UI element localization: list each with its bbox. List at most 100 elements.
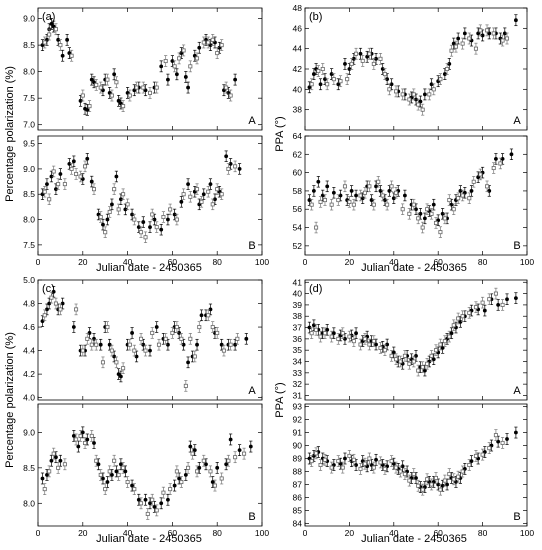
y-tick-label: 38	[293, 311, 303, 321]
data-point	[456, 474, 461, 479]
data-point	[65, 37, 70, 42]
data-point	[456, 196, 461, 201]
y-tick-label: 37	[293, 323, 303, 333]
data-point	[407, 211, 412, 216]
panel-label: (d)	[309, 283, 322, 295]
data-point	[414, 353, 418, 358]
data-point	[71, 434, 76, 438]
data-point	[400, 92, 405, 97]
data-point	[445, 67, 450, 72]
data-point	[210, 480, 215, 484]
y-tick-label: 8.0	[23, 498, 35, 508]
data-point	[425, 207, 430, 212]
data-point	[378, 189, 383, 193]
y-tick-label: 89	[293, 454, 303, 464]
data-point	[92, 441, 96, 445]
data-point	[480, 33, 485, 38]
y-tick-label: 9.0	[23, 14, 35, 24]
data-point	[433, 475, 438, 480]
data-point	[134, 354, 139, 359]
subplot-b-A: 38 40 42 44 46 48 A	[293, 3, 528, 131]
data-point	[127, 93, 132, 98]
data-point	[172, 212, 177, 217]
xlabel-d: Julian date - 2450365	[361, 533, 467, 545]
data-point	[166, 497, 170, 502]
data-point	[451, 323, 456, 328]
data-point	[183, 75, 188, 79]
data-point	[170, 330, 175, 335]
data-point	[71, 159, 76, 164]
data-point	[494, 156, 498, 161]
data-point	[143, 497, 148, 502]
data-point	[208, 182, 213, 187]
data-point	[425, 477, 430, 482]
data-point	[181, 342, 186, 347]
data-point	[338, 79, 343, 84]
data-point	[107, 342, 112, 347]
data-point	[141, 342, 146, 347]
plot-frame	[37, 403, 263, 527]
data-point	[98, 342, 103, 347]
data-point	[42, 40, 47, 45]
data-point	[179, 199, 184, 204]
x-tick-label: 20	[78, 528, 88, 538]
data-point	[114, 360, 119, 365]
data-point	[382, 466, 387, 471]
data-point	[514, 430, 518, 435]
data-point	[197, 465, 202, 470]
y-tick-label: 35	[293, 345, 303, 355]
data-point	[351, 56, 356, 61]
data-point	[210, 325, 215, 330]
data-point	[431, 357, 436, 362]
data-point	[53, 27, 58, 32]
data-point	[125, 202, 130, 207]
data-point	[378, 345, 383, 350]
data-point	[367, 51, 372, 56]
y-tick-label: 34	[293, 357, 303, 367]
data-point	[168, 207, 173, 212]
data-point	[433, 348, 438, 353]
data-point	[414, 207, 418, 212]
data-point	[188, 336, 193, 341]
data-point	[148, 501, 152, 506]
data-point	[329, 202, 334, 207]
data-point	[101, 476, 105, 481]
data-point	[394, 190, 399, 195]
series-open	[42, 160, 238, 243]
series-open	[309, 157, 503, 238]
data-point	[347, 334, 352, 339]
y-tick-label: 44	[293, 44, 303, 54]
subplot-label: B	[513, 240, 520, 252]
data-point	[316, 69, 321, 74]
data-point	[316, 179, 321, 184]
data-point	[62, 462, 67, 467]
x-tick-label: 60	[433, 528, 443, 538]
data-point	[380, 193, 385, 198]
data-point	[433, 220, 438, 225]
data-point	[78, 98, 83, 103]
data-point	[402, 353, 407, 358]
data-point	[215, 187, 220, 192]
data-point	[311, 189, 316, 193]
data-point	[224, 85, 229, 90]
data-point	[156, 342, 161, 347]
data-point	[362, 461, 367, 466]
data-point	[460, 193, 465, 198]
y-tick-label: 8.5	[23, 189, 35, 199]
data-point	[201, 40, 206, 45]
xlabel-b: Julian date - 2450365	[361, 262, 467, 274]
data-point	[121, 192, 126, 197]
data-point	[347, 453, 352, 458]
y-tick-label: 8.5	[23, 40, 35, 50]
data-point	[199, 313, 204, 318]
data-point	[451, 207, 456, 212]
subplot-c-A: 4.0 4.2 4.4 4.6 4.8 5.0 A	[23, 275, 263, 403]
x-tick-label: 0	[36, 257, 41, 267]
data-point	[500, 302, 505, 307]
data-point	[358, 466, 363, 471]
data-point	[96, 462, 101, 467]
data-point	[110, 202, 114, 207]
data-point	[471, 179, 476, 184]
